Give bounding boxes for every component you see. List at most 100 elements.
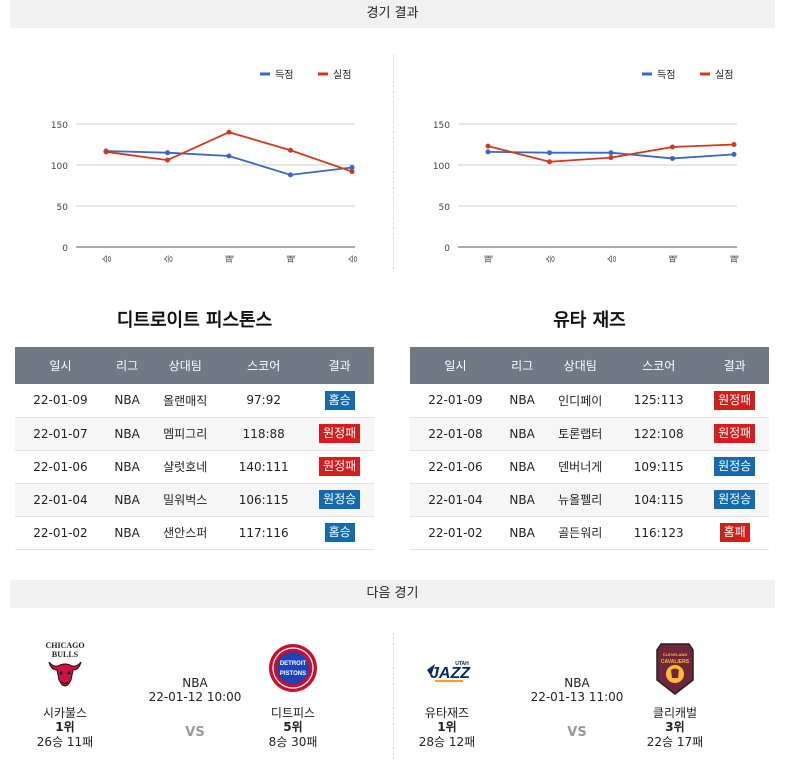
away-team-rank: 5위 (283, 720, 303, 734)
league-cell: NBA (500, 483, 544, 517)
result-badge: 홈승 (324, 523, 355, 542)
header-score: 스코어 (222, 347, 306, 384)
header-result: 결과 (305, 347, 374, 384)
opponent-cell: 멤피그리 (148, 417, 223, 451)
detroit-results-table: 일시 리그 상대팀 스코어 결과 22-01-09 NBA 올랜매직 97:92 홈승 2… (15, 347, 374, 550)
svg-text:CLEVELAND: CLEVELAND (663, 652, 688, 657)
svg-text:CHICAGO: CHICAGO (45, 641, 84, 650)
score-cell: 106:115 (222, 483, 306, 517)
y-tick-label: 100 (51, 162, 68, 172)
detroit-score-chart: 0 50 100 150 승 승 패 패 승 득점 실점 (51, 69, 359, 263)
legend-label-score: 득점 (275, 69, 293, 81)
date-cell: 22-01-07 (15, 417, 106, 451)
data-point (731, 142, 737, 147)
header-score: 스코어 (617, 347, 701, 384)
header-opponent: 상대팀 (148, 347, 223, 384)
result-cell: 원정승 (305, 483, 374, 517)
y-tick-label: 50 (57, 203, 69, 213)
score-cell: 125:113 (617, 384, 701, 418)
legend-label-score: 득점 (657, 69, 675, 81)
score-cell: 118:88 (222, 417, 306, 451)
opponent-cell: 인디페이 (543, 384, 618, 418)
result-cell: 원정패 (700, 417, 769, 451)
opponent-cell: 뉴올펠리 (543, 483, 618, 517)
away-team-rank: 3위 (665, 720, 685, 734)
chicago-bulls-logo: CHICAGO BULLS (45, 641, 85, 687)
result-badge: 원정승 (319, 490, 361, 509)
legend-label-conceded: 실점 (715, 69, 733, 81)
league-cell: NBA (500, 384, 544, 418)
score-cell: 109:115 (617, 450, 701, 484)
opponent-cell: 덴버너게 (543, 450, 618, 484)
x-tick-label: 승 (546, 255, 557, 263)
date-cell: 22-01-06 (15, 450, 106, 484)
opponent-cell: 골든워리 (543, 516, 618, 550)
home-team-name: 시카불스 (42, 706, 88, 720)
cleveland-cavaliers-logo: CLEVELAND CAVALIERS (656, 643, 694, 695)
date-cell: 22-01-09 (410, 384, 501, 418)
chart-divider (393, 55, 394, 270)
x-tick-label: 승 (164, 255, 175, 263)
table-row: 22-01-09 NBA 인디페이 125:113 원정패 (410, 384, 769, 418)
header-opponent: 상대팀 (543, 347, 618, 384)
result-cell: 원정승 (700, 483, 769, 517)
detroit-pistons-logo: DETROIT PISTONS (269, 644, 317, 692)
table-row: 22-01-09 NBA 올랜매직 97:92 홈승 (15, 384, 374, 418)
opponent-cell: 올랜매직 (148, 384, 223, 418)
league-cell: NBA (105, 483, 149, 517)
date-cell: 22-01-04 (15, 483, 106, 517)
score-cell: 116:123 (617, 516, 701, 550)
result-badge: 원정승 (714, 490, 756, 509)
league-cell: NBA (500, 417, 544, 451)
svg-text:UTAH: UTAH (455, 661, 469, 667)
date-cell: 22-01-08 (410, 417, 501, 451)
team-title-detroit: 디트로이트 피스톤스 (116, 310, 273, 331)
data-point (485, 149, 491, 155)
score-cell: 117:116 (222, 516, 306, 550)
svg-text:BULLS: BULLS (52, 650, 79, 659)
header-date: 일시 (15, 347, 106, 384)
x-tick-label: 패 (484, 255, 495, 263)
y-tick-label: 0 (444, 244, 450, 254)
table-row: 22-01-08 NBA 토론랩터 122:108 원정패 (410, 417, 769, 451)
x-tick-label: 패 (669, 255, 680, 263)
match-info: NBA 22-01-13 11:00 VS (522, 676, 632, 740)
match-league: NBA (182, 676, 208, 690)
utah-jazz-logo: JAZZ UTAH (427, 661, 471, 682)
table-row: 22-01-07 NBA 멤피그리 118:88 원정패 (15, 417, 374, 451)
svg-text:JAZZ: JAZZ (430, 665, 471, 682)
home-team[interactable]: JAZZ UTAH 유타재즈 1위 28승 12패 (392, 640, 502, 749)
score-cell: 140:111 (222, 450, 306, 484)
x-tick-label: 패 (287, 255, 298, 263)
opponent-cell: 토론랩터 (543, 417, 618, 451)
home-team-name: 유타재즈 (424, 706, 470, 720)
home-team-rank: 1위 (55, 720, 75, 734)
data-point (485, 143, 491, 149)
vs-label: VS (567, 725, 587, 740)
utah-results-table: 일시 리그 상대팀 스코어 결과 22-01-09 NBA 인디페이 125:113 원… (410, 347, 769, 550)
score-cell: 97:92 (222, 384, 306, 418)
table-row: 22-01-04 NBA 밀워벅스 106:115 원정승 (15, 483, 374, 517)
next-game-section-header: 다음 경기 (10, 580, 775, 608)
home-team[interactable]: CHICAGO BULLS 시카불스 1위 26승 11패 (10, 640, 120, 749)
x-tick-label: 패 (225, 255, 236, 263)
svg-text:CAVALIERS: CAVALIERS (661, 659, 690, 665)
result-cell: 홈승 (305, 384, 374, 418)
league-cell: NBA (105, 384, 149, 418)
score-cell: 104:115 (617, 483, 701, 517)
table-header-row: 일시 리그 상대팀 스코어 결과 (15, 347, 374, 384)
away-team[interactable]: DETROIT PISTONS 디트피스 5위 8승 30패 (238, 640, 348, 749)
result-cell: 홈승 (305, 516, 374, 550)
away-team-name: 디트피스 (270, 706, 316, 720)
result-cell: 원정패 (305, 450, 374, 484)
table-row: 22-01-06 NBA 덴버너게 109:115 원정승 (410, 450, 769, 484)
result-badge: 원정패 (319, 424, 361, 443)
table-header-row: 일시 리그 상대팀 스코어 결과 (410, 347, 769, 384)
away-team[interactable]: CLEVELAND CAVALIERS 클리캐벌 3위 22승 17패 (620, 640, 730, 749)
data-point (670, 155, 675, 161)
date-cell: 22-01-02 (15, 516, 106, 550)
date-cell: 22-01-04 (410, 483, 501, 517)
league-cell: NBA (105, 516, 149, 550)
data-point (349, 164, 355, 170)
data-point (288, 147, 293, 153)
